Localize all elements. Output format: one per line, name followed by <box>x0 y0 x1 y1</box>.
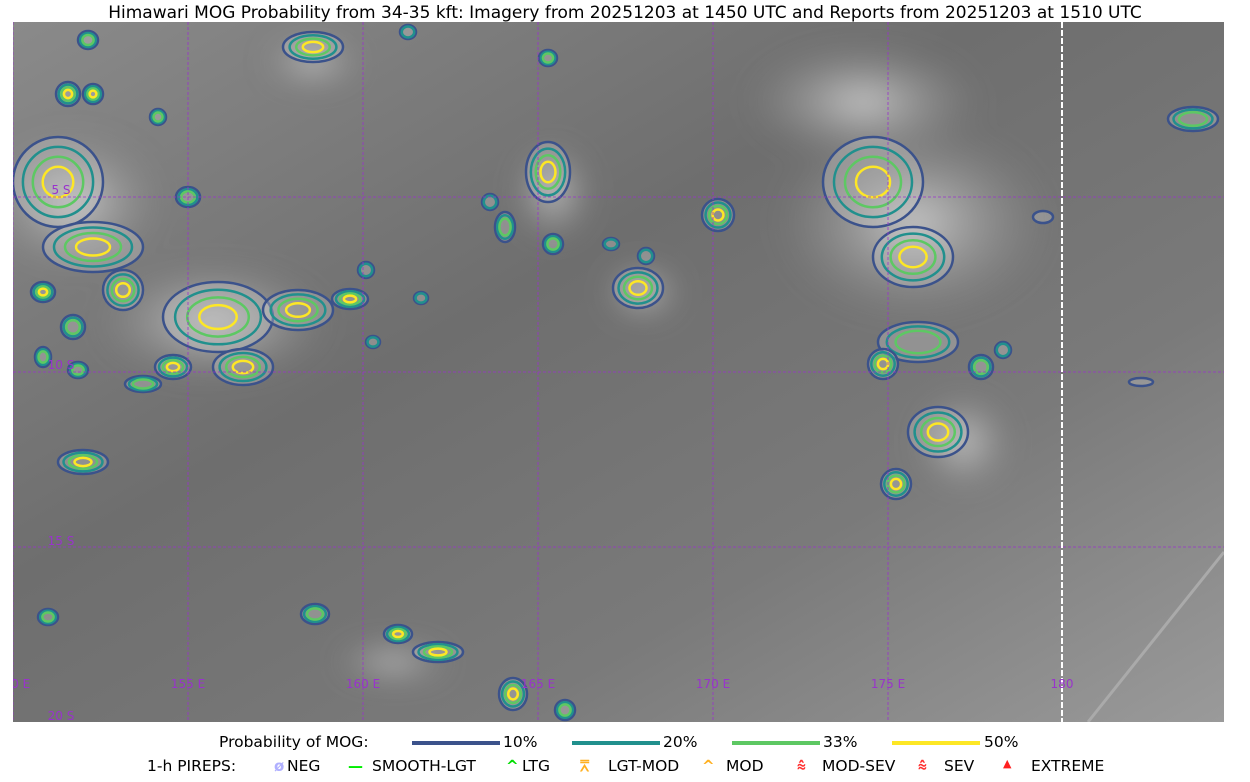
pirep-legend-label: EXTREME <box>1031 757 1105 775</box>
caret-icon: ^ <box>506 757 519 775</box>
mog-probability-contour <box>411 640 465 664</box>
filled-triangle-icon: ▲ <box>1003 757 1012 770</box>
mog-probability-contour <box>524 140 572 204</box>
mog-probability-contour <box>356 260 376 280</box>
latitude-label: 15 S <box>48 534 75 548</box>
mog-probability-contour <box>13 135 105 229</box>
mog-probability-contour <box>967 353 995 381</box>
legend-swatch-50pct <box>892 741 980 745</box>
mog-probability-contour <box>493 210 517 244</box>
mog-probability-contour <box>364 334 382 350</box>
mog-probability-contour <box>871 225 955 289</box>
mog-probability-contour <box>281 30 345 64</box>
pirep-legend-label: SEV <box>944 757 975 775</box>
mog-probability-contour <box>906 405 970 459</box>
legend-label: 33% <box>823 733 858 751</box>
pireps-legend-label: 1-h PIREPS: <box>147 757 237 775</box>
chart-title: Himawari MOG Probability from 34-35 kft:… <box>108 3 1142 23</box>
pirep-legend-label: MOD-SEV <box>822 757 896 775</box>
mog-probability-contour <box>866 347 900 381</box>
neg-circle-icon: ø <box>274 757 285 775</box>
mog-probability-contour <box>29 280 57 304</box>
longitude-label: 160 E <box>346 677 380 691</box>
mog-probability-contour <box>541 232 565 256</box>
mog-probability-contour <box>56 448 110 476</box>
longitude-label: 180 <box>1051 677 1074 691</box>
mog-probability-contour <box>480 192 500 212</box>
pirep-legend-label: SMOOTH-LGT <box>372 757 476 775</box>
legend-label: 10% <box>503 733 538 751</box>
latitude-label: 5 S <box>51 183 70 197</box>
mog-probability-contour <box>497 676 529 712</box>
mog-probability-contour <box>76 29 100 51</box>
longitude-label: 175 E <box>871 677 905 691</box>
legend-swatch-33pct <box>732 741 820 745</box>
latitude-label: 20 S <box>48 709 75 722</box>
probability-legend-label: Probability of MOG: <box>219 733 369 751</box>
pirep-legend-label: LGT-MOD <box>608 757 680 775</box>
mog-probability-contour <box>382 623 414 645</box>
mog-probability-contour <box>1166 105 1220 133</box>
double-caret-icon: ⩯ <box>918 757 927 775</box>
mog-probability-contour <box>330 287 370 311</box>
mog-probability-contour <box>601 236 621 252</box>
latitude-label: 10 S <box>48 358 75 372</box>
mog-probability-contour <box>821 135 925 229</box>
pirep-legend-label: NEG <box>287 757 321 775</box>
mog-probability-contour <box>700 197 736 233</box>
mog-probability-contour <box>161 280 275 354</box>
mog-probability-contour <box>553 698 577 722</box>
mog-probability-contour <box>537 48 559 68</box>
pirep-legend-label: MOD <box>726 757 764 775</box>
mog-probability-contour <box>54 80 82 108</box>
mog-probability-contour <box>59 313 87 341</box>
mog-probability-contour <box>66 360 90 380</box>
mog-probability-contour <box>153 353 193 381</box>
legend-swatch-10pct <box>412 741 500 745</box>
mog-probability-contour <box>611 266 665 310</box>
longitude-label: 150 E <box>13 677 30 691</box>
pirep-legend-label: LTG <box>522 757 550 775</box>
swath-edge <box>1086 551 1224 722</box>
mog-probability-contour <box>211 347 275 387</box>
double-caret-bar-icon: ⩯ <box>797 757 806 775</box>
mog-probability-contour <box>993 340 1013 360</box>
mog-probability-contour <box>41 220 145 274</box>
mog-probability-contour <box>636 246 656 266</box>
caret-bar-icon: ⩞ <box>580 757 590 775</box>
legend-swatch-20pct <box>572 741 660 745</box>
mog-probability-contour <box>299 602 331 626</box>
mog-probability-contour <box>36 607 60 627</box>
caret-icon: ^ <box>702 757 715 775</box>
mog-probability-contour <box>261 288 335 332</box>
mog-probability-contour <box>1031 209 1055 225</box>
longitude-label: 155 E <box>171 677 205 691</box>
mog-probability-contour <box>398 23 418 41</box>
mog-probability-contour <box>33 345 53 369</box>
longitude-label: 170 E <box>696 677 730 691</box>
line-icon: — <box>348 757 363 775</box>
mog-probability-contour <box>123 374 163 394</box>
mog-probability-contour <box>879 467 913 501</box>
legend-label: 20% <box>663 733 698 751</box>
mog-probability-contour <box>876 320 960 364</box>
mog-probability-contour <box>148 107 168 127</box>
mog-probability-contour <box>101 268 145 312</box>
legend-label: 50% <box>984 733 1019 751</box>
satellite-map: 150 E 155 E 160 E 165 E 170 E 175 E 180 5 S 10 S… <box>13 22 1224 722</box>
mog-probability-contour <box>81 82 105 106</box>
mog-probability-contour <box>412 290 430 306</box>
longitude-label: 165 E <box>521 677 555 691</box>
mog-probability-contour <box>1127 376 1155 388</box>
